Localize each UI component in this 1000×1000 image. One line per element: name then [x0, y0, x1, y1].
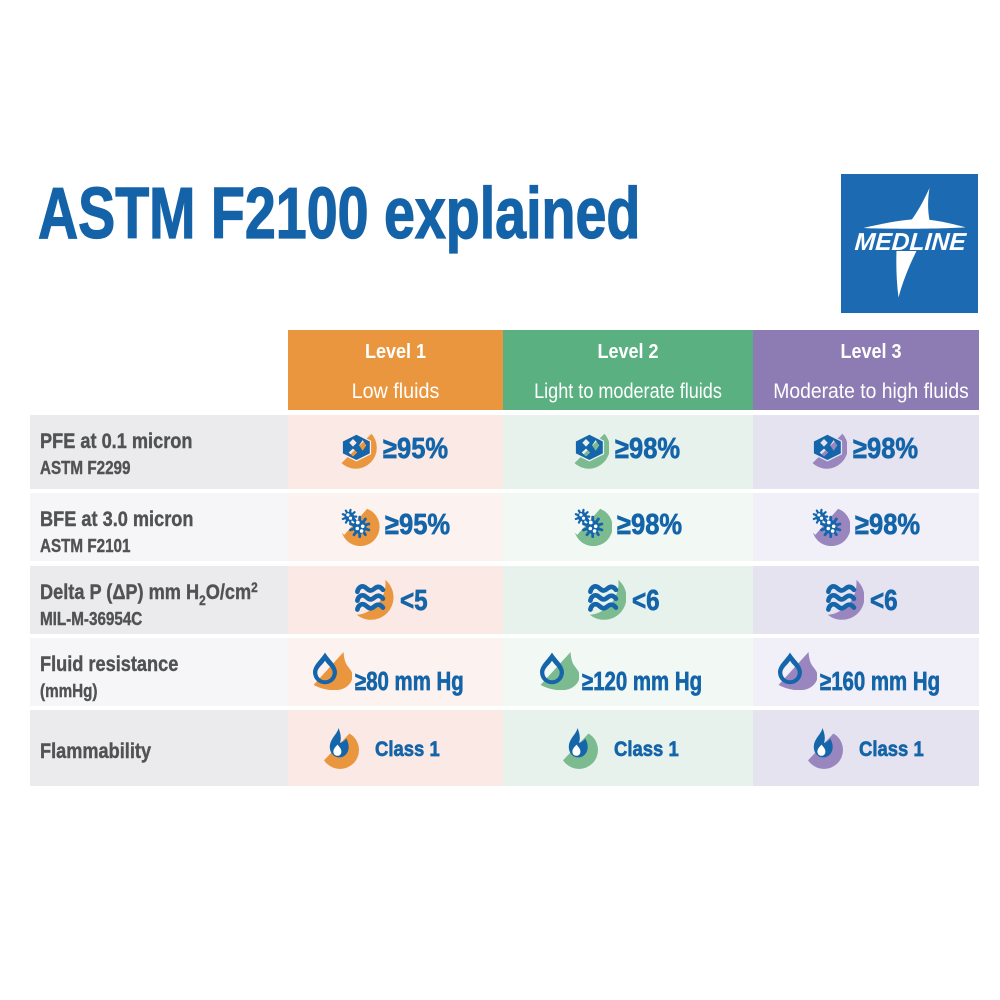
svg-text:MEDLINE: MEDLINE	[854, 229, 968, 256]
